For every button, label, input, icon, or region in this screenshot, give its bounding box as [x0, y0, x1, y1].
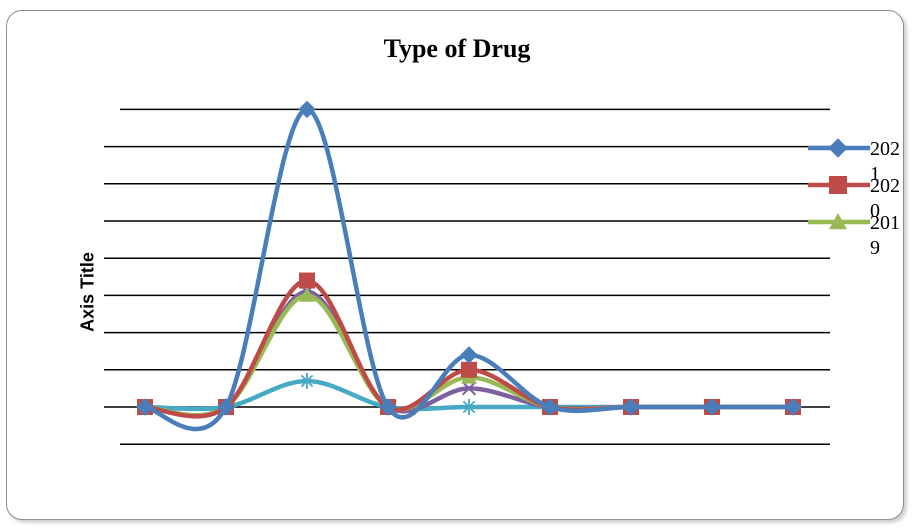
data-point	[217, 398, 235, 416]
chart-title: Type of Drug	[383, 34, 531, 63]
data-point	[299, 272, 315, 289]
legend-label-wrap: 0	[870, 200, 880, 222]
data-point	[461, 381, 477, 396]
data-point	[298, 100, 316, 119]
data-point	[829, 213, 847, 230]
data-point	[299, 287, 315, 302]
data-point	[829, 176, 847, 194]
data-point	[541, 398, 559, 416]
data-point	[461, 399, 477, 415]
gridlines	[104, 108, 830, 445]
data-point	[379, 398, 397, 416]
data-point	[461, 361, 477, 378]
legend-label-wrap: 9	[870, 237, 880, 259]
legend-label-wrap: 1	[870, 163, 880, 185]
legend-label: 202	[870, 175, 900, 197]
data-point	[136, 398, 154, 416]
legend-label: 201	[870, 212, 900, 234]
data-point	[703, 398, 721, 416]
legend-label: 202	[870, 138, 900, 160]
data-point	[460, 346, 478, 364]
chart-frame	[6, 10, 904, 520]
data-point	[299, 372, 315, 389]
series-2021	[136, 100, 802, 432]
data-point	[784, 398, 802, 416]
data-point	[828, 138, 848, 158]
data-point	[622, 398, 640, 416]
series-line	[144, 107, 793, 432]
series-2020	[137, 272, 801, 419]
